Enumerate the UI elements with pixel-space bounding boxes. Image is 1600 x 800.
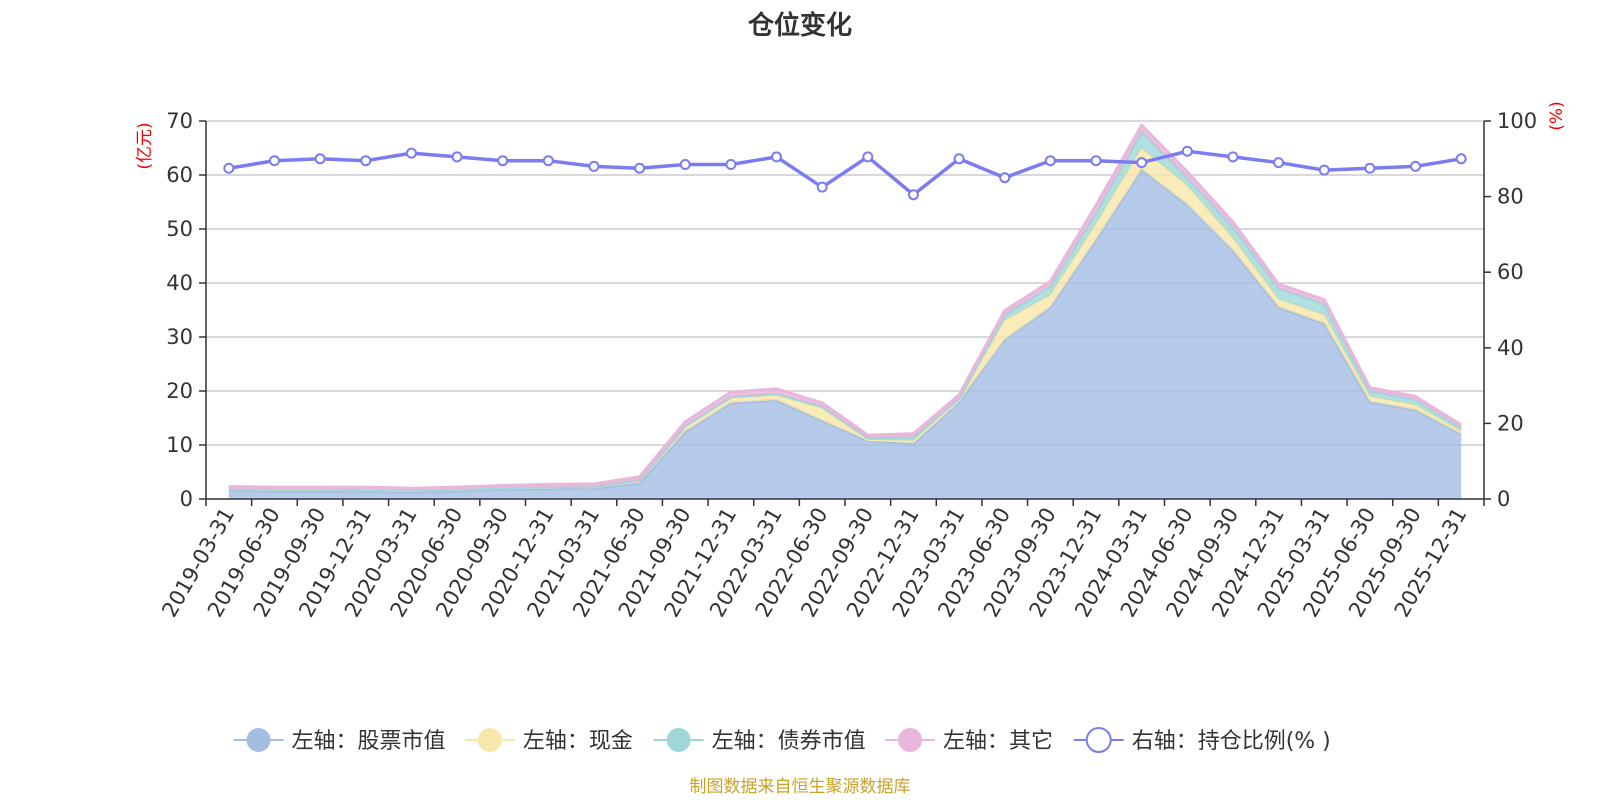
right-axis-tick-label: 100 — [1497, 109, 1537, 133]
legend-label: 左轴：现金 — [523, 729, 633, 754]
left-axis-tick-label: 40 — [166, 271, 193, 295]
ratio-point — [223, 162, 235, 174]
ratio-point — [1364, 162, 1376, 174]
right-axis-tick-label: 40 — [1497, 336, 1524, 360]
legend-label: 左轴：债券市值 — [712, 729, 866, 754]
legend: 左轴：股票市值 左轴：现金 左轴：债券市值 左轴：其它 右轴：持仓比例(% ) — [233, 727, 1331, 754]
data-source-note: 制图数据来自恒生聚源数据库 — [690, 777, 911, 797]
ratio-point — [1090, 155, 1102, 167]
ratio-point — [1136, 157, 1148, 169]
right-axis-tick-label: 80 — [1497, 185, 1524, 209]
ratio-point — [999, 172, 1011, 184]
ratio-point — [634, 162, 646, 174]
legend-circle-marker — [898, 728, 923, 752]
legend-item[interactable]: 左轴：其它 — [885, 728, 1053, 754]
ratio-point — [542, 155, 554, 167]
right-axis-unit: (%) — [1547, 101, 1567, 130]
ratio-line-series — [223, 145, 1467, 201]
ratio-point — [405, 147, 417, 159]
ratio-point — [1273, 157, 1285, 169]
ratio-point — [1410, 160, 1422, 172]
legend-circle-marker — [477, 728, 502, 752]
left-axis-tick-label: 50 — [166, 217, 193, 241]
area-左轴：股票市值 — [228, 169, 1462, 499]
grid-lines — [206, 120, 1484, 446]
legend-label: 左轴：股票市值 — [292, 729, 446, 754]
legend-circle-marker — [666, 728, 691, 752]
left-axis-unit: (亿元) — [135, 122, 155, 169]
left-axis-tick-label: 30 — [166, 325, 193, 349]
ratio-point — [1181, 145, 1193, 157]
ratio-point — [816, 181, 828, 193]
right-axis-tick-label: 20 — [1497, 411, 1524, 435]
ratio-point — [1227, 151, 1239, 163]
left-axis-tick-label: 0 — [180, 487, 193, 511]
right-axis-tick-label: 0 — [1497, 487, 1510, 511]
left-axis-tick-label: 60 — [166, 163, 193, 187]
ratio-point — [588, 160, 600, 172]
legend-label: 左轴：其它 — [943, 729, 1053, 754]
ratio-point — [1455, 153, 1467, 165]
ratio-point — [451, 151, 463, 163]
ratio-line — [228, 149, 1462, 197]
legend-item[interactable]: 左轴：现金 — [464, 728, 633, 754]
ratio-point — [953, 153, 965, 165]
ratio-point — [679, 158, 691, 170]
ratio-point — [360, 155, 372, 167]
stacked-areas — [228, 122, 1462, 499]
right-axis-tick-label: 60 — [1497, 260, 1524, 284]
chart-title: 仓位变化 — [747, 10, 852, 41]
legend-circle-marker — [246, 728, 271, 752]
ratio-point — [1318, 164, 1330, 176]
legend-item[interactable]: 左轴：股票市值 — [233, 728, 446, 754]
ratio-point — [314, 153, 326, 165]
legend-item[interactable]: 左轴：债券市值 — [653, 728, 866, 754]
ratio-point — [771, 151, 783, 163]
ratio-point — [725, 158, 737, 170]
ratio-point — [907, 189, 919, 201]
ratio-point — [862, 151, 874, 163]
legend-item[interactable]: 右轴：持仓比例(% ) — [1073, 727, 1331, 754]
left-axis-tick-label: 70 — [166, 109, 193, 133]
left-axis-tick-label: 10 — [166, 433, 193, 457]
left-axis-tick-label: 20 — [166, 379, 193, 403]
ratio-point — [1044, 155, 1056, 167]
ratio-point — [268, 155, 280, 167]
legend-label: 右轴：持仓比例(% ) — [1132, 729, 1331, 754]
ratio-point — [497, 155, 509, 167]
legend-circle-marker — [1085, 727, 1112, 753]
area-edge-左轴：其它 — [228, 122, 1462, 490]
